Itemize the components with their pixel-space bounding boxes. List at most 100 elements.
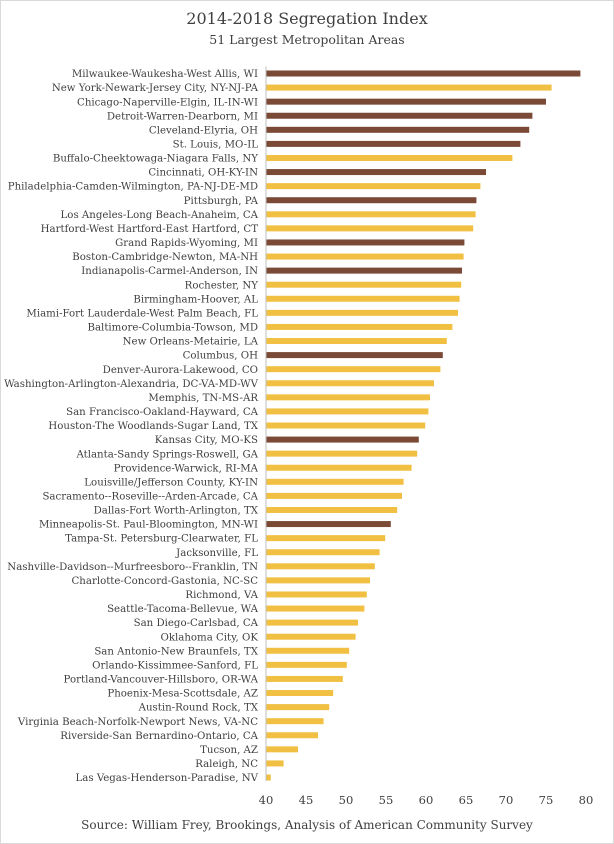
bar-buffalo-cheektowaga-niagara-falls-ny xyxy=(266,154,513,161)
bar-houston-the-woodlands-sugar-land-tx xyxy=(266,422,426,429)
category-label-las-vegas-henderson-paradise-nv: Las Vegas-Henderson-Paradise, NV xyxy=(76,773,259,784)
category-label-raleigh-nc: Raleigh, NC xyxy=(195,759,258,770)
bar-providence-warwick-ri-ma xyxy=(266,464,412,471)
bar-nashville-davidson-murfreesboro-franklin-tn xyxy=(266,563,375,570)
bar-new-orleans-metairie-la xyxy=(266,338,447,345)
bar-new-york-newark-jersey-city-ny-nj-pa xyxy=(266,84,552,91)
x-tick-label-55: 55 xyxy=(379,793,394,807)
bar-detroit-warren-dearborn-mi xyxy=(266,112,533,119)
bar-richmond-va xyxy=(266,591,367,598)
category-label-pittsburgh-pa: Pittsburgh, PA xyxy=(184,196,259,207)
category-label-louisville-jefferson-county-ky-in: Louisville/Jefferson County, KY-IN xyxy=(84,477,258,488)
bar-st-louis-mo-il xyxy=(266,140,521,147)
bar-austin-round-rock-tx xyxy=(266,704,330,711)
category-label-atlanta-sandy-springs-roswell-ga: Atlanta-Sandy Springs-Roswell, GA xyxy=(75,449,258,460)
x-tick-label-75: 75 xyxy=(539,793,554,807)
category-label-memphis-tn-ms-ar: Memphis, TN-MS-AR xyxy=(148,393,258,404)
category-label-tampa-st-petersburg-clearwater-fl: Tampa-St. Petersburg-Clearwater, FL xyxy=(65,534,258,545)
category-label-new-york-newark-jersey-city-ny-nj-pa: New York-Newark-Jersey City, NY-NJ-PA xyxy=(52,83,259,94)
bar-atlanta-sandy-springs-roswell-ga xyxy=(266,450,418,457)
x-tick-label-60: 60 xyxy=(419,793,434,807)
bar-phoenix-mesa-scottsdale-az xyxy=(266,690,334,697)
category-label-miami-fort-lauderdale-west-palm-beach-fl: Miami-Fort Lauderdale-West Palm Beach, F… xyxy=(26,308,258,319)
bar-dallas-fort-worth-arlington-tx xyxy=(266,506,398,513)
bar-cleveland-elyria-oh xyxy=(266,126,530,133)
bar-orlando-kissimmee-sanford-fl xyxy=(266,661,347,668)
category-label-cleveland-elyria-oh: Cleveland-Elyria, OH xyxy=(149,125,258,136)
category-label-birmingham-hoover-al: Birmingham-Hoover, AL xyxy=(133,294,258,305)
x-tick-label-45: 45 xyxy=(299,793,314,807)
category-label-san-francisco-oakland-hayward-ca: San Francisco-Oakland-Hayward, CA xyxy=(66,407,259,418)
x-tick-label-40: 40 xyxy=(259,793,274,807)
bar-cincinnati-oh-ky-in xyxy=(266,169,486,176)
category-label-virginia-beach-norfolk-newport-news-va-nc: Virginia Beach-Norfolk-Newport News, VA-… xyxy=(17,717,258,728)
category-label-dallas-fort-worth-arlington-tx: Dallas-Fort Worth-Arlington, TX xyxy=(94,506,259,517)
bar-jacksonville-fl xyxy=(266,549,380,556)
category-label-charlotte-concord-gastonia-nc-sc: Charlotte-Concord-Gastonia, NC-SC xyxy=(72,576,259,587)
bar-minneapolis-st-paul-bloomington-mn-wi xyxy=(266,521,391,528)
bar-birmingham-hoover-al xyxy=(266,295,460,302)
bar-denver-aurora-lakewood-co xyxy=(266,366,441,373)
bar-grand-rapids-wyoming-mi xyxy=(266,239,465,246)
bar-baltimore-columbia-towson-md xyxy=(266,323,453,330)
bar-san-antonio-new-braunfels-tx xyxy=(266,647,350,654)
category-label-portland-vancouver-hillsboro-or-wa: Portland-Vancouver-Hillsboro, OR-WA xyxy=(64,675,259,686)
category-label-sacramento-roseville-arden-arcade-ca: Sacramento--Roseville--Arden-Arcade, CA xyxy=(42,492,258,503)
category-label-philadelphia-camden-wilmington-pa-nj-de-md: Philadelphia-Camden-Wilmington, PA-NJ-DE… xyxy=(8,182,258,193)
x-tick-label-50: 50 xyxy=(339,793,354,807)
x-tick-label-80: 80 xyxy=(579,793,594,807)
category-label-nashville-davidson-murfreesboro-franklin-tn: Nashville-Davidson--Murfreesboro--Frankl… xyxy=(7,562,258,573)
chart-source: Source: William Frey, Brookings, Analysi… xyxy=(81,818,533,832)
bar-milwaukee-waukesha-west-allis-wi xyxy=(266,70,581,77)
bar-raleigh-nc xyxy=(266,760,284,767)
bar-los-angeles-long-beach-anaheim-ca xyxy=(266,211,476,218)
bar-miami-fort-lauderdale-west-palm-beach-fl xyxy=(266,309,458,316)
category-label-austin-round-rock-tx: Austin-Round Rock, TX xyxy=(138,703,259,714)
category-label-houston-the-woodlands-sugar-land-tx: Houston-The Woodlands-Sugar Land, TX xyxy=(48,421,258,432)
category-label-indianapolis-carmel-anderson-in: Indianapolis-Carmel-Anderson, IN xyxy=(81,266,258,277)
chart-title: 2014-2018 Segregation Index xyxy=(186,9,428,28)
bar-oklahoma-city-ok xyxy=(266,633,356,640)
x-tick-label-70: 70 xyxy=(499,793,514,807)
bar-philadelphia-camden-wilmington-pa-nj-de-md xyxy=(266,183,481,190)
category-label-washington-arlington-alexandria-dc-va-md-wv: Washington-Arlington-Alexandria, DC-VA-M… xyxy=(4,379,259,390)
category-label-san-antonio-new-braunfels-tx: San Antonio-New Braunfels, TX xyxy=(94,646,258,657)
category-label-milwaukee-waukesha-west-allis-wi: Milwaukee-Waukesha-West Allis, WI xyxy=(72,69,258,80)
category-label-denver-aurora-lakewood-co: Denver-Aurora-Lakewood, CO xyxy=(103,365,258,376)
category-label-cincinnati-oh-ky-in: Cincinnati, OH-KY-IN xyxy=(148,168,258,179)
bar-riverside-san-bernardino-ontario-ca xyxy=(266,732,318,739)
bar-charlotte-concord-gastonia-nc-sc xyxy=(266,577,370,584)
category-label-new-orleans-metairie-la: New Orleans-Metairie, LA xyxy=(123,337,259,348)
bar-boston-cambridge-newton-ma-nh xyxy=(266,253,464,260)
bar-tucson-az xyxy=(266,746,298,753)
bar-hartford-west-hartford-east-hartford-ct xyxy=(266,225,474,232)
bar-memphis-tn-ms-ar xyxy=(266,394,430,401)
bar-tampa-st-petersburg-clearwater-fl xyxy=(266,535,386,542)
category-label-columbus-oh: Columbus, OH xyxy=(183,351,259,362)
category-label-providence-warwick-ri-ma: Providence-Warwick, RI-MA xyxy=(114,463,259,474)
bar-portland-vancouver-hillsboro-or-wa xyxy=(266,675,343,682)
bar-columbus-oh xyxy=(266,352,443,359)
category-label-orlando-kissimmee-sanford-fl: Orlando-Kissimmee-Sanford, FL xyxy=(92,660,258,671)
category-label-san-diego-carlsbad-ca: San Diego-Carlsbad, CA xyxy=(134,618,259,629)
category-label-riverside-san-bernardino-ontario-ca: Riverside-San Bernardino-Ontario, CA xyxy=(60,731,258,742)
bar-san-diego-carlsbad-ca xyxy=(266,619,358,626)
x-tick-label-65: 65 xyxy=(459,793,474,807)
bar-virginia-beach-norfolk-newport-news-va-nc xyxy=(266,718,324,725)
bar-rochester-ny xyxy=(266,281,462,288)
bar-las-vegas-henderson-paradise-nv xyxy=(266,774,271,781)
bar-kansas-city-mo-ks xyxy=(266,436,419,443)
bar-sacramento-roseville-arden-arcade-ca xyxy=(266,492,402,499)
category-label-baltimore-columbia-towson-md: Baltimore-Columbia-Towson, MD xyxy=(88,323,259,334)
bar-san-francisco-oakland-hayward-ca xyxy=(266,408,429,415)
category-label-buffalo-cheektowaga-niagara-falls-ny: Buffalo-Cheektowaga-Niagara Falls, NY xyxy=(53,154,258,165)
category-label-rochester-ny: Rochester, NY xyxy=(185,280,259,291)
category-label-kansas-city-mo-ks: Kansas City, MO-KS xyxy=(155,435,258,446)
category-label-phoenix-mesa-scottsdale-az: Phoenix-Mesa-Scottsdale, AZ xyxy=(107,689,258,700)
bar-indianapolis-carmel-anderson-in xyxy=(266,267,462,274)
category-label-grand-rapids-wyoming-mi: Grand Rapids-Wyoming, MI xyxy=(115,238,258,249)
category-label-detroit-warren-dearborn-mi: Detroit-Warren-Dearborn, MI xyxy=(107,111,258,122)
bar-seattle-tacoma-bellevue-wa xyxy=(266,605,365,612)
